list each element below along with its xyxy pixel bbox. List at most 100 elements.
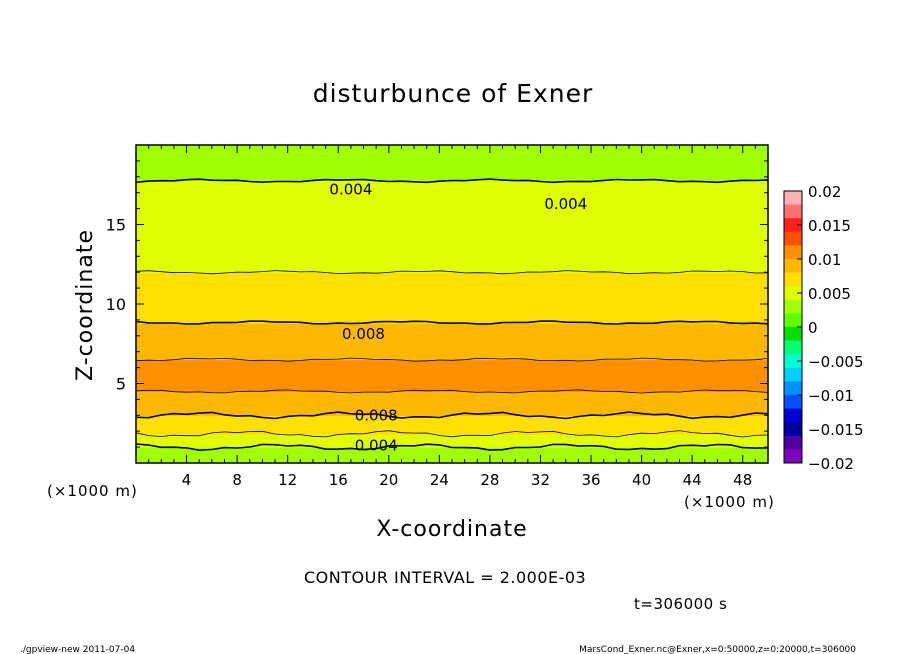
contour-band	[136, 343, 768, 346]
contour-band	[136, 240, 768, 243]
contour-band	[136, 345, 768, 348]
contour-band	[136, 213, 768, 216]
contour-band	[136, 181, 768, 184]
contour-band	[136, 381, 768, 385]
contour-band	[136, 431, 768, 434]
y-axis-label: Z-coordinate	[73, 229, 98, 381]
contour-band	[136, 308, 768, 311]
contour-band	[136, 264, 768, 267]
contour-band	[136, 288, 768, 291]
contour-band	[136, 261, 768, 264]
contour-band	[136, 232, 768, 235]
contour-band	[136, 402, 768, 405]
contour-band	[136, 289, 768, 292]
contour-band	[136, 211, 768, 214]
contour-band	[136, 262, 768, 265]
contour-band	[136, 162, 768, 165]
colorbar-swatch	[784, 327, 802, 341]
colorbar-swatch	[784, 381, 802, 396]
contour-band	[136, 394, 768, 397]
colorbar-tick-label: −0.005	[808, 353, 864, 371]
contour-band	[136, 397, 768, 400]
contour-band	[136, 445, 768, 448]
x-tick-label: 44	[683, 471, 702, 489]
colorbar-swatch	[784, 367, 802, 382]
contour-band	[136, 168, 768, 172]
contour-band	[136, 451, 768, 455]
contour-band	[136, 342, 768, 345]
contour-band	[136, 199, 768, 202]
contour-line	[136, 178, 768, 184]
contour-band	[136, 170, 768, 173]
contour-band	[136, 235, 768, 238]
contour-band	[136, 412, 768, 415]
contour-label: 0.008	[342, 325, 385, 343]
contour-band	[136, 296, 768, 299]
contour-band	[136, 307, 768, 310]
x-tick-label: 48	[733, 471, 752, 489]
contour-line	[136, 389, 768, 394]
contour-label: 0.008	[355, 406, 398, 424]
colorbar-swatch	[784, 286, 802, 301]
contour-band	[136, 366, 768, 369]
x-axis-ticks: 4 8 12 16 20 24 28 32 36 40 44 48	[135, 145, 769, 489]
contour-band	[136, 184, 768, 187]
contour-band	[136, 214, 768, 218]
contour-band	[136, 370, 768, 373]
contour-band	[136, 222, 768, 226]
contour-band	[136, 294, 768, 297]
contour-band	[136, 337, 768, 340]
colorbar-tick-label: −0.01	[808, 387, 854, 405]
contour-line	[136, 320, 768, 325]
contour-band	[136, 439, 768, 442]
contour-band	[136, 253, 768, 256]
contour-band	[136, 305, 768, 308]
contour-band	[136, 205, 768, 208]
contour-band	[136, 248, 768, 251]
contour-band	[136, 281, 768, 284]
contour-band	[136, 149, 768, 152]
contour-band	[136, 207, 768, 210]
x-tick-label: 20	[379, 471, 398, 489]
contour-band	[136, 230, 768, 234]
contour-band	[136, 324, 768, 327]
contour-band	[136, 178, 768, 181]
colorbar-tick-label: 0.005	[808, 285, 851, 303]
contour-band	[136, 405, 768, 408]
contour-band	[136, 408, 768, 412]
x-tick-label: 16	[329, 471, 348, 489]
contour-band	[136, 267, 768, 270]
contour-band	[136, 443, 768, 447]
filled-contour-bands	[136, 145, 768, 463]
contour-band	[136, 338, 768, 342]
contour-band	[136, 418, 768, 421]
contour-band	[136, 353, 768, 356]
contour-band	[136, 437, 768, 440]
contour-band	[136, 358, 768, 361]
contour-band	[136, 410, 768, 413]
contour-band	[136, 160, 768, 164]
colorbar-swatch	[784, 340, 802, 355]
contour-band	[136, 154, 768, 157]
y-unit-label: (×1000 m)	[47, 482, 138, 500]
contour-band	[136, 340, 768, 343]
contour-band	[136, 421, 768, 424]
footer-right: MarsCond_Exner.nc@Exner,x=0:50000,z=0:20…	[579, 645, 856, 654]
colorbar-swatch	[784, 245, 802, 260]
colorbar-swatch	[784, 191, 802, 205]
chart-title: disturbunce of Exner	[313, 79, 594, 108]
colorbar-tick-label: 0.02	[808, 183, 841, 201]
contour-band	[136, 400, 768, 404]
contour-band	[136, 310, 768, 313]
contour-band	[136, 269, 768, 272]
contour-band	[136, 362, 768, 366]
contour-band	[136, 202, 768, 205]
contour-band	[136, 283, 768, 286]
contour-band	[136, 151, 768, 154]
contour-band	[136, 203, 768, 207]
contour-band	[136, 259, 768, 262]
contour-band	[136, 302, 768, 305]
contour-band	[136, 375, 768, 378]
contour-band	[136, 319, 768, 323]
